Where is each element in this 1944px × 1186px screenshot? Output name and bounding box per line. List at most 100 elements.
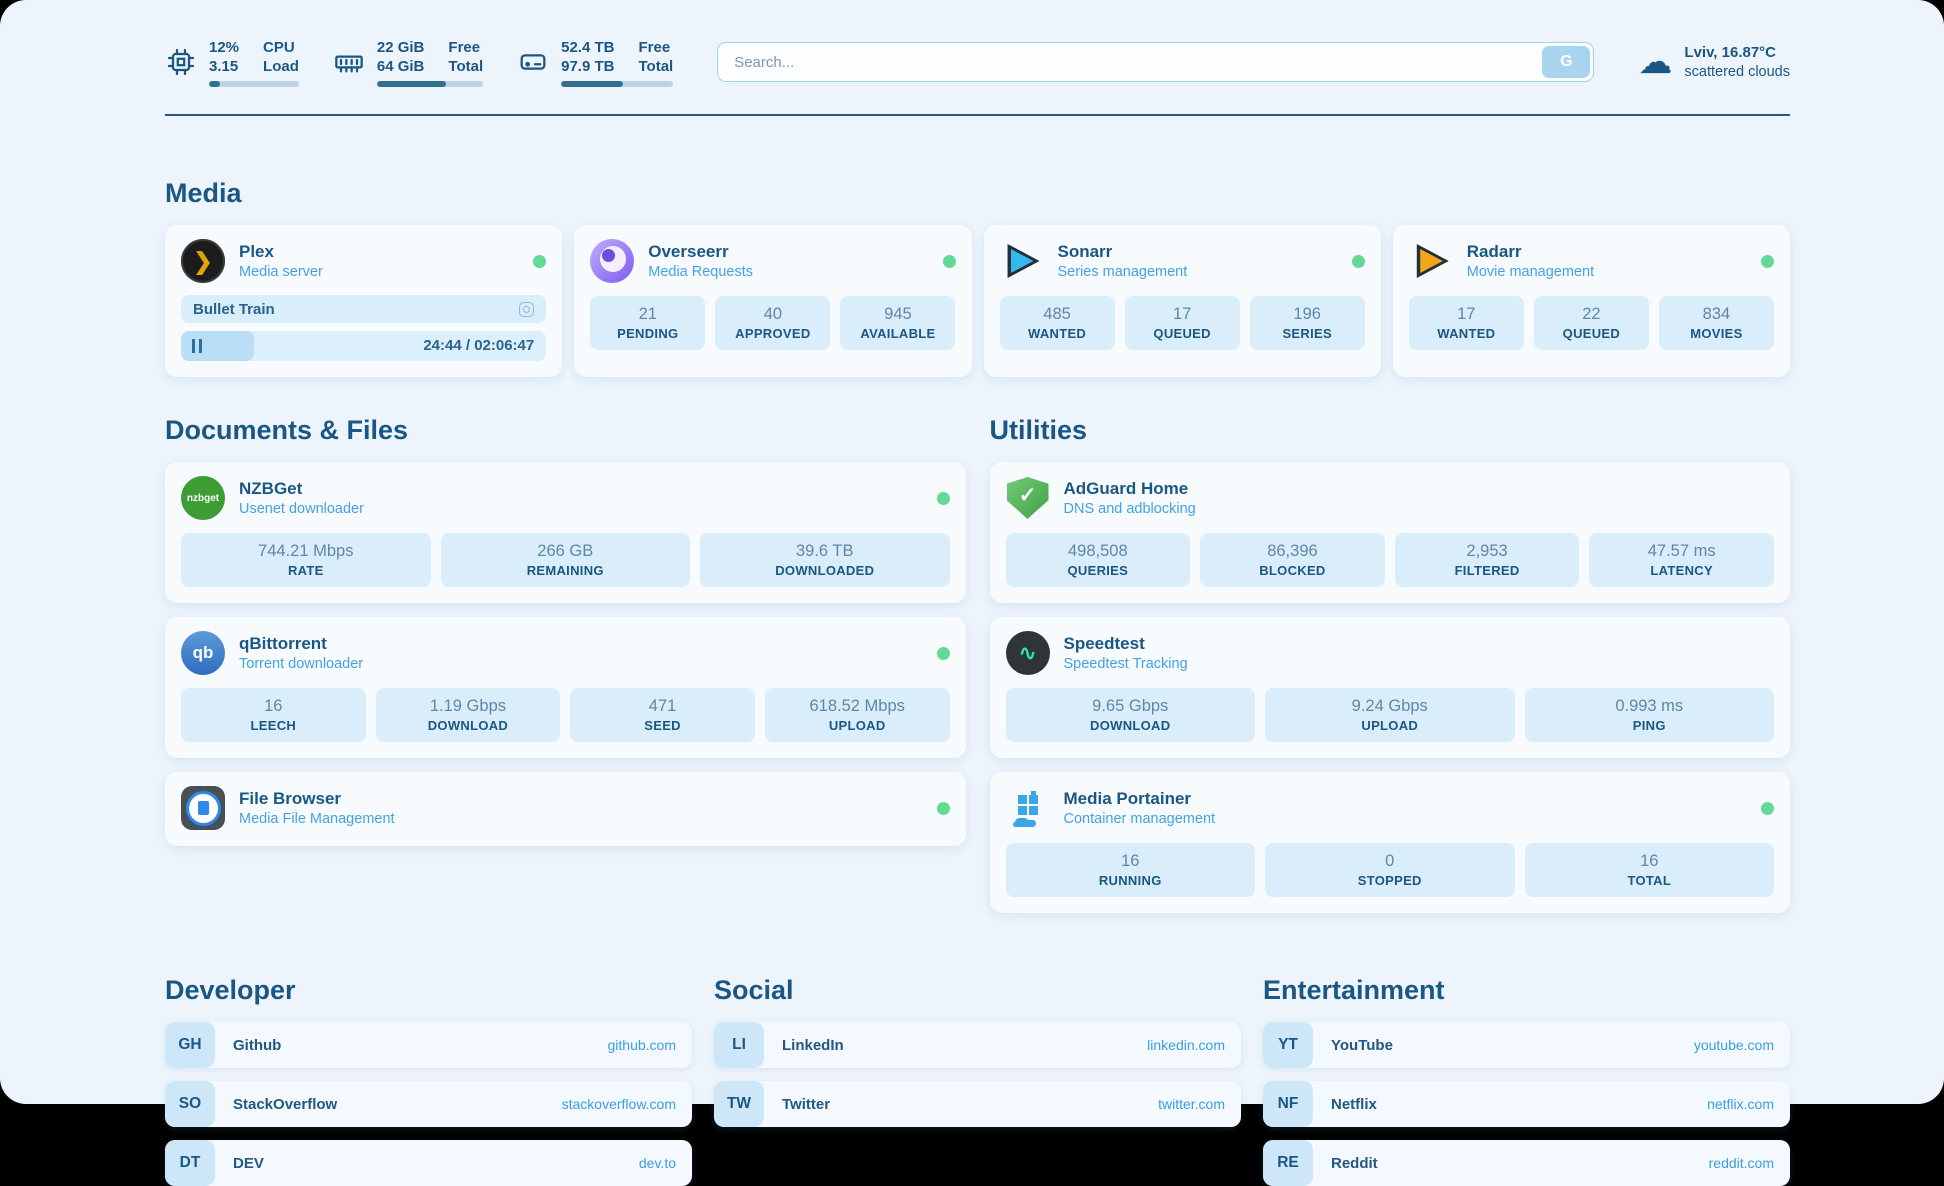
bookmark-link[interactable]: YT YouTube youtube.com — [1263, 1022, 1790, 1068]
bookmark-link[interactable]: TW Twitter twitter.com — [714, 1081, 1241, 1127]
stat-label: DOWNLOAD — [427, 718, 509, 733]
stat-label: BLOCKED — [1259, 563, 1326, 578]
bookmark-group: Developer GH Github github.com SO StackO… — [165, 975, 692, 1186]
stat-pill: 22 QUEUED — [1533, 296, 1649, 350]
service-card[interactable]: NZBGet Usenet downloader 744.21 Mbps RAT… — [165, 462, 966, 603]
stat-pill: 196 SERIES — [1249, 296, 1365, 350]
service-card[interactable]: Plex Media server Bullet Train 24:44 / 0… — [165, 225, 563, 377]
stat-pill: 21 PENDING — [590, 296, 706, 350]
bookmark-url: reddit.com — [1708, 1155, 1774, 1171]
service-card[interactable]: Sonarr Series management 485 WANTED — [983, 225, 1381, 377]
stat-value: 0.993 ms — [1615, 697, 1684, 715]
bookmark-link[interactable]: RE Reddit reddit.com — [1263, 1140, 1790, 1186]
memory-widget: 22 GiB 64 GiB Free Total — [333, 38, 484, 87]
bookmark-url: dev.to — [638, 1155, 676, 1171]
bookmark-abbr: YT — [1263, 1022, 1313, 1068]
stat-pill: 39.6 TB DOWNLOADED — [700, 533, 950, 587]
stat-pill: 2,953 FILTERED — [1394, 533, 1580, 587]
bookmark-link[interactable]: LI LinkedIn linkedin.com — [714, 1022, 1241, 1068]
status-dot — [1761, 254, 1774, 268]
stat-value: 21 — [638, 305, 657, 323]
search-provider-button[interactable]: G — [1542, 46, 1591, 78]
stat-label: UPLOAD — [1361, 718, 1419, 733]
stat-value: 17 — [1172, 305, 1192, 323]
service-card[interactable]: Media Portainer Container management 16 … — [989, 772, 1790, 913]
section-media: Media Plex Media server Bullet Train — [165, 178, 1790, 377]
stat-pill: 16 TOTAL — [1524, 843, 1774, 897]
bookmark-name: DEV — [233, 1154, 264, 1172]
service-card[interactable]: Overseerr Media Requests 21 PENDING — [574, 225, 972, 377]
service-card[interactable]: Radarr Movie management 17 WANTED — [1392, 225, 1790, 377]
stat-value: 40 — [763, 305, 783, 323]
stat-label: APPROVED — [735, 326, 811, 341]
stat-pill: 618.52 Mbps UPLOAD — [764, 688, 950, 742]
playback-progressbar[interactable]: 24:44 / 02:06:47 — [181, 331, 547, 361]
weather-widget: ☁ Lviv, 16.87°C scattered clouds — [1638, 43, 1790, 82]
stat-value: 16 — [1121, 852, 1140, 870]
bookmark-abbr: RE — [1263, 1140, 1313, 1186]
now-playing-widget: Bullet Train 24:44 / 02:06:47 — [181, 295, 547, 361]
stat-value: 834 — [1702, 305, 1731, 323]
stat-pill: 744.21 Mbps RATE — [181, 533, 431, 587]
stat-value: 2,953 — [1466, 542, 1508, 560]
stat-label: AVAILABLE — [860, 326, 936, 341]
service-card[interactable]: qBittorrent Torrent downloader 16 LEECH — [165, 617, 966, 758]
stat-value: 266 GB — [537, 542, 594, 560]
bookmark-link[interactable]: NF Netflix netflix.com — [1263, 1081, 1790, 1127]
cpu-percent: 12% — [209, 38, 240, 56]
stat-pill: 40 APPROVED — [715, 296, 831, 350]
section-title: Developer — [165, 975, 296, 1005]
pause-icon[interactable] — [192, 339, 202, 353]
cpu-icon — [167, 48, 195, 76]
stat-value: 16 — [1640, 852, 1659, 870]
bookmark-url: stackoverflow.com — [561, 1096, 676, 1112]
section-title: Utilities — [989, 415, 1088, 445]
bookmark-name: Netflix — [1331, 1095, 1377, 1113]
service-title: qBittorrent — [239, 633, 327, 653]
stat-value: 485 — [1043, 305, 1071, 323]
service-icon — [1006, 476, 1050, 520]
search-input[interactable] — [717, 42, 1595, 82]
stat-pill: 834 MOVIES — [1658, 296, 1774, 350]
stat-label: DOWNLOAD — [1090, 718, 1171, 733]
service-icon — [1005, 631, 1050, 675]
service-subtitle: DNS and adblocking — [1063, 500, 1196, 517]
stat-value: 22 — [1582, 305, 1601, 323]
playback-time: 24:44 / 02:06:47 — [423, 337, 535, 354]
service-icon — [1000, 239, 1044, 283]
section-title: Entertainment — [1263, 975, 1445, 1005]
service-card[interactable]: Speedtest Speedtest Tracking 9.65 Gbps D… — [989, 617, 1790, 758]
bookmark-group: Social LI LinkedIn linkedin.com TW Twitt… — [714, 975, 1241, 1127]
disk-icon — [520, 54, 546, 70]
stat-label: TOTAL — [1627, 873, 1672, 888]
stat-label: QUEUED — [1562, 326, 1621, 341]
stat-value: 618.52 Mbps — [809, 697, 905, 715]
stat-pill: 9.24 Gbps UPLOAD — [1265, 688, 1515, 742]
service-title: Overseerr — [648, 241, 729, 261]
service-subtitle: Torrent downloader — [239, 655, 364, 672]
bookmark-url: youtube.com — [1693, 1037, 1774, 1053]
stat-pill: 9.65 Gbps DOWNLOAD — [1005, 688, 1255, 742]
bookmark-name: YouTube — [1331, 1036, 1393, 1054]
bookmark-url: netflix.com — [1707, 1096, 1774, 1112]
disk-total: 97.9 TB — [561, 57, 615, 75]
bookmark-url: linkedin.com — [1147, 1037, 1225, 1053]
stat-value: 196 — [1293, 305, 1321, 323]
bookmark-url: twitter.com — [1158, 1096, 1225, 1112]
bookmark-link[interactable]: SO StackOverflow stackoverflow.com — [165, 1081, 692, 1127]
stat-value: 47.57 ms — [1647, 542, 1716, 560]
session-icon[interactable] — [519, 301, 535, 317]
service-subtitle: Container management — [1063, 810, 1216, 827]
service-title: Speedtest — [1063, 633, 1145, 653]
stat-value: 744.21 Mbps — [258, 542, 354, 560]
service-card[interactable]: AdGuard Home DNS and adblocking 498,508 … — [989, 462, 1790, 603]
bookmark-abbr: GH — [165, 1022, 215, 1068]
stat-label: SERIES — [1282, 326, 1332, 341]
bookmark-link[interactable]: DT DEV dev.to — [165, 1140, 692, 1186]
service-card[interactable]: File Browser Media File Management — [165, 772, 966, 846]
bookmark-name: Twitter — [782, 1095, 831, 1113]
topbar: 12% 3.15 CPU Load 22 GiB 64 GiB Free Total — [165, 30, 1790, 94]
bookmark-link[interactable]: GH Github github.com — [165, 1022, 692, 1068]
ram-icon — [335, 55, 363, 73]
dashboard-window: 12% 3.15 CPU Load 22 GiB 64 GiB Free Total — [0, 0, 1944, 1104]
